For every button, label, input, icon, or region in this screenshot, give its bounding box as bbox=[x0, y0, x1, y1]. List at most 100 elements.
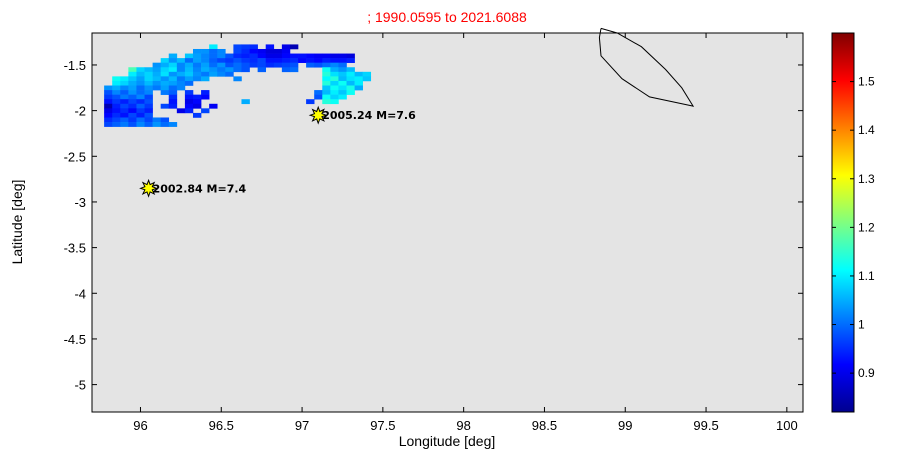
heatmap-cell bbox=[330, 58, 339, 63]
heatmap-cell bbox=[136, 103, 145, 109]
earthquake-star-icon bbox=[308, 105, 328, 125]
heatmap-cell bbox=[112, 80, 121, 86]
heatmap-cell bbox=[241, 48, 250, 54]
heatmap-cell bbox=[281, 48, 291, 54]
heatmap-cell bbox=[176, 58, 186, 63]
heatmap-cell bbox=[265, 58, 275, 63]
heatmap-cell bbox=[184, 90, 194, 95]
heatmap-cell bbox=[104, 122, 113, 127]
heatmap-cell bbox=[209, 53, 218, 59]
x-tick-label: 96 bbox=[133, 418, 147, 433]
heatmap-cell bbox=[128, 117, 137, 123]
coastline-outline-layer bbox=[598, 27, 695, 107]
heatmap-cell bbox=[354, 71, 363, 77]
heatmap-cell bbox=[144, 76, 153, 82]
heatmap-cell bbox=[120, 90, 129, 95]
heatmap-cell bbox=[160, 117, 170, 123]
heatmap-cell bbox=[176, 71, 186, 77]
heatmap-cell bbox=[346, 71, 355, 77]
heatmap-cell bbox=[257, 62, 267, 68]
heatmap-cell bbox=[233, 62, 242, 68]
heatmap-cell bbox=[120, 80, 129, 86]
heatmap-cell bbox=[338, 58, 347, 63]
heatmap-cell bbox=[346, 53, 355, 59]
heatmap-cell bbox=[330, 62, 339, 68]
heatmap-cell bbox=[298, 53, 307, 59]
heatmap-cell bbox=[144, 112, 153, 118]
heatmap-cell bbox=[168, 99, 178, 105]
heatmap-cell bbox=[112, 103, 121, 109]
heatmap-cell bbox=[152, 62, 161, 68]
heatmap-cell bbox=[346, 85, 355, 91]
heatmap-cell bbox=[281, 62, 291, 68]
heatmap-cell bbox=[330, 99, 339, 105]
y-tick-label: -3 bbox=[74, 195, 86, 210]
heatmap-cell bbox=[217, 67, 226, 73]
heatmap-cell bbox=[168, 94, 178, 100]
heatmap-cell bbox=[217, 48, 226, 54]
plot-area bbox=[91, 32, 804, 413]
heatmap-cell bbox=[104, 117, 113, 123]
heatmap-cell bbox=[136, 108, 145, 114]
heatmap-cell bbox=[298, 58, 307, 63]
heatmap-cell bbox=[330, 53, 339, 59]
heatmap-cell bbox=[225, 71, 234, 77]
y-tick-label: -4.5 bbox=[64, 332, 86, 347]
heatmap-cell bbox=[192, 48, 202, 54]
x-tick-label: 98 bbox=[456, 418, 470, 433]
heatmap-cell bbox=[152, 76, 161, 82]
heatmap-cell bbox=[160, 62, 170, 68]
heatmap-cell bbox=[346, 76, 355, 82]
x-tick-label: 99.5 bbox=[693, 418, 718, 433]
heatmap-cell bbox=[354, 80, 363, 86]
heatmap-cell bbox=[120, 112, 129, 118]
heatmap-cell bbox=[104, 99, 113, 105]
heatmap-cell bbox=[322, 94, 331, 100]
heatmap-cell bbox=[184, 53, 194, 59]
heatmap-cell bbox=[233, 58, 242, 63]
heatmap-cell bbox=[249, 62, 258, 68]
heatmap-cell bbox=[306, 99, 315, 105]
heatmap-cell bbox=[257, 48, 267, 54]
heatmap-cell bbox=[160, 90, 170, 95]
heatmap-cell bbox=[338, 94, 347, 100]
earthquake-star-icon bbox=[139, 178, 159, 198]
heatmap-cell bbox=[128, 108, 137, 114]
x-axis-label: Longitude [deg] bbox=[399, 433, 496, 449]
heatmap-cell bbox=[346, 58, 355, 63]
heatmap-cell bbox=[168, 76, 178, 82]
heatmap-cell bbox=[257, 53, 267, 59]
heatmap-cell bbox=[281, 58, 291, 63]
heatmap-cell bbox=[120, 85, 129, 91]
colorbar-tick-label: 1.3 bbox=[858, 172, 875, 186]
heatmap-cell bbox=[201, 90, 210, 95]
heatmap-cell bbox=[112, 90, 121, 95]
heatmap-cell bbox=[160, 103, 170, 109]
heatmap-cell bbox=[144, 80, 153, 86]
heatmap-cell bbox=[289, 67, 299, 73]
heatmap-cell bbox=[120, 76, 129, 82]
colorbar-tick-label: 1 bbox=[858, 318, 865, 332]
heatmap-cell bbox=[330, 67, 339, 73]
heatmap-cell bbox=[184, 103, 194, 109]
heatmap-cell bbox=[241, 44, 250, 50]
x-tick-label: 99 bbox=[618, 418, 632, 433]
heatmap-cell bbox=[354, 76, 363, 82]
heatmap-cell bbox=[184, 71, 194, 77]
heatmap-cell bbox=[136, 67, 145, 73]
heatmap-cell bbox=[273, 62, 283, 68]
colorbar-tick-label: 1.1 bbox=[858, 269, 875, 283]
heatmap-cell bbox=[104, 112, 113, 118]
heatmap-cell bbox=[209, 71, 218, 77]
heatmap-cell bbox=[233, 76, 242, 82]
heatmap-cell bbox=[104, 85, 113, 91]
heatmap-cell bbox=[160, 85, 170, 91]
heatmap-cell bbox=[330, 90, 339, 95]
heatmap-cell bbox=[160, 67, 170, 73]
heatmap-cell bbox=[201, 108, 210, 114]
heatmap-cell bbox=[225, 62, 234, 68]
heatmap-cell bbox=[322, 53, 331, 59]
heatmap-cell bbox=[322, 58, 331, 63]
earthquake-label: 2002.84 M=7.4 bbox=[153, 182, 247, 195]
